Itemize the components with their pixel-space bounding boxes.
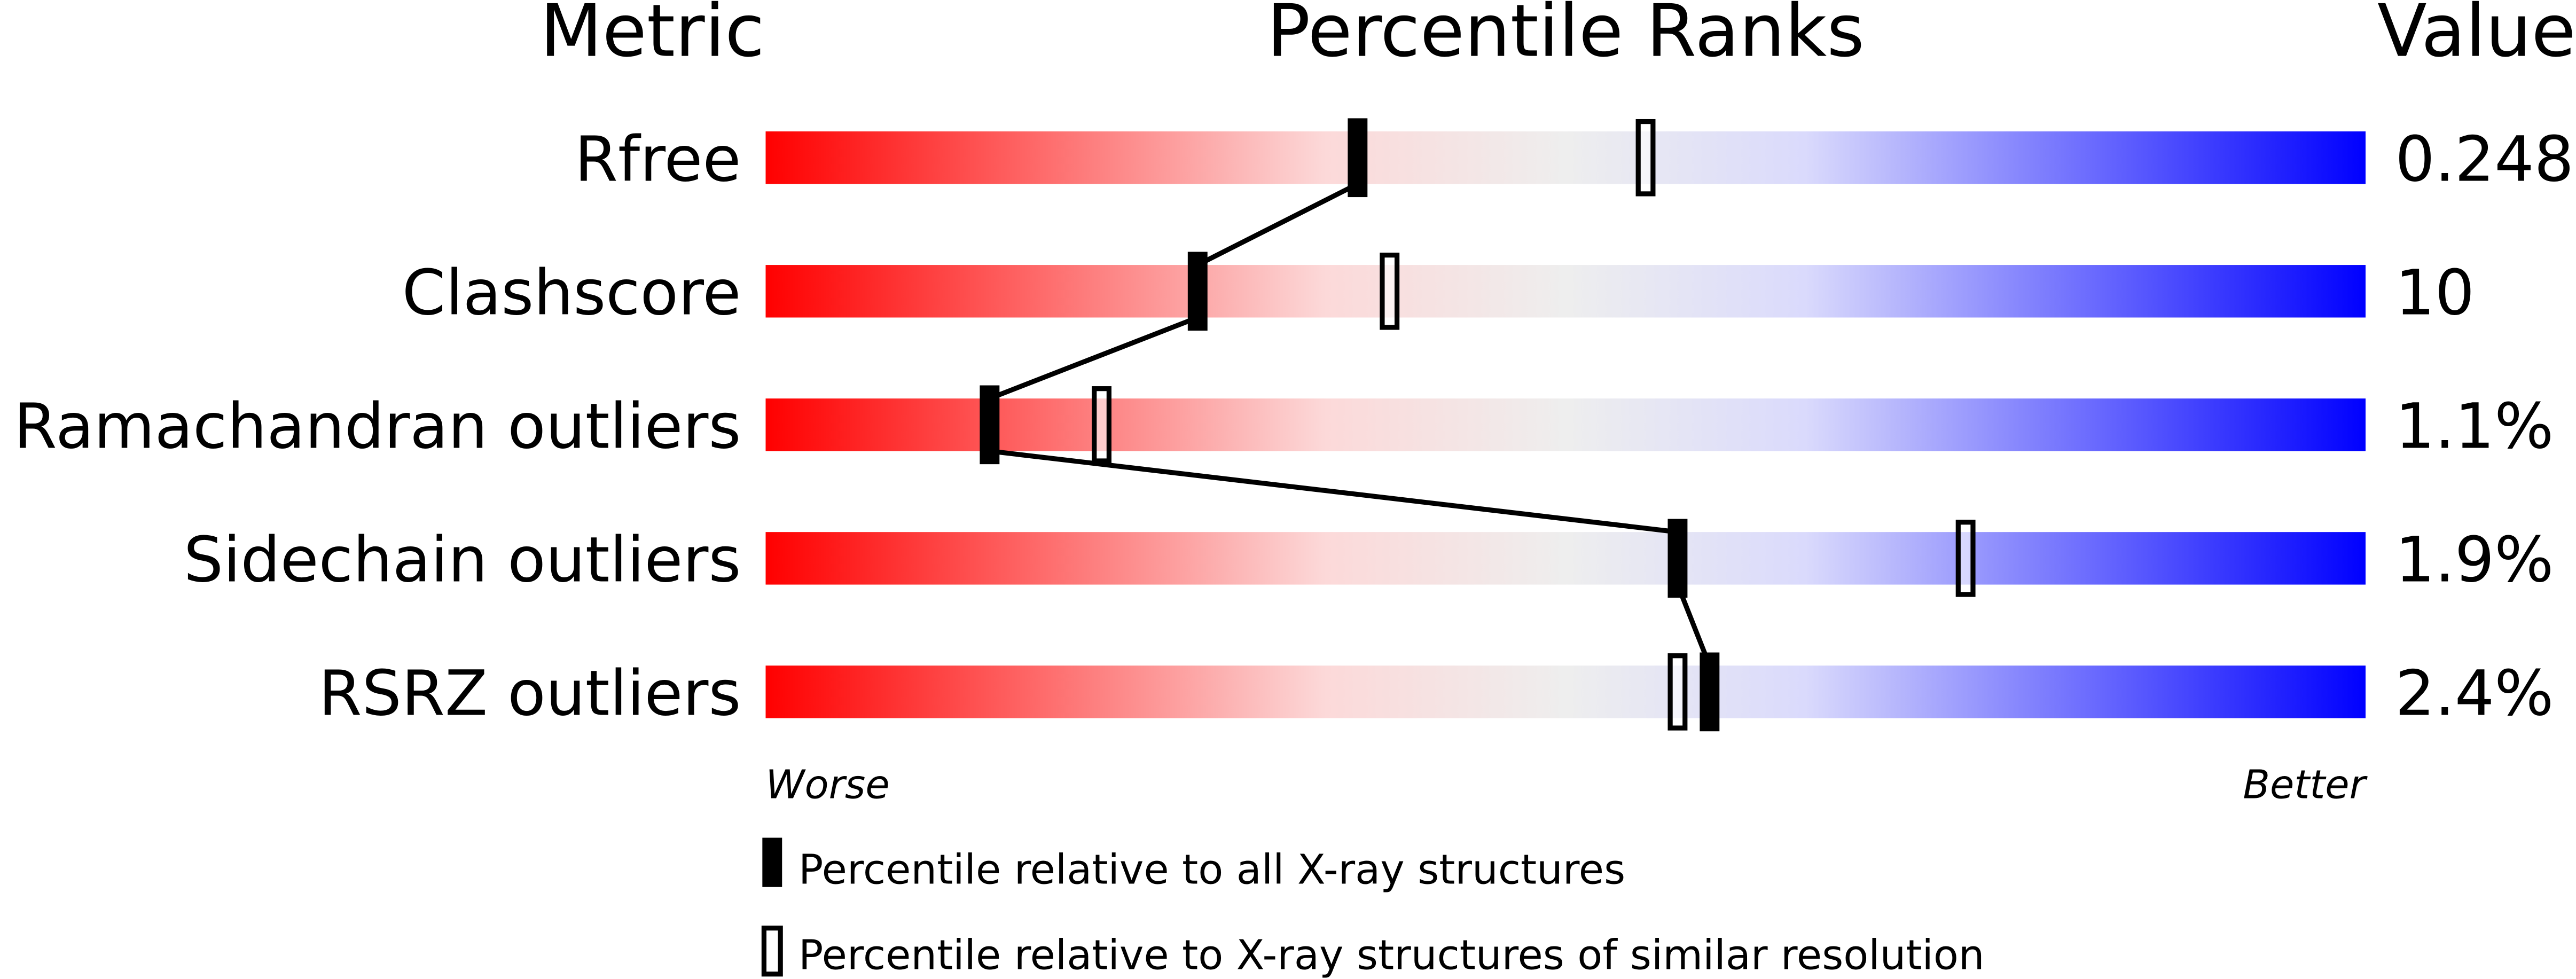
- marker-similar-clashscore: [1380, 253, 1400, 330]
- percentile-bar-rsrz-outliers: [765, 665, 2366, 718]
- legend-all-label: Percentile relative to all X-ray structu…: [798, 847, 1625, 894]
- header-metric: Metric: [540, 0, 765, 73]
- value-label-rsrz-outliers: 2.4%: [2395, 657, 2554, 730]
- connector-line: [989, 315, 1199, 401]
- marker-similar-rsrz-outliers: [1667, 653, 1688, 731]
- header-value: Value: [2377, 0, 2576, 73]
- header-percentile-ranks: Percentile Ranks: [1267, 0, 1865, 73]
- metric-label-sidechain-outliers: Sidechain outliers: [184, 523, 741, 596]
- value-label-sidechain-outliers: 1.9%: [2395, 523, 2554, 596]
- marker-similar-sidechain-outliers: [1955, 520, 1976, 597]
- legend-similar-label: Percentile relative to X-ray structures …: [798, 932, 1985, 979]
- metric-label-rfree: Rfree: [575, 123, 741, 195]
- marker-similar-rfree: [1635, 119, 1656, 197]
- marker-similar-ramachandran-outliers: [1092, 386, 1112, 464]
- metric-label-clashscore: Clashscore: [402, 256, 741, 329]
- marker-all-ramachandran-outliers: [980, 385, 1000, 465]
- connector-line: [989, 448, 1678, 535]
- percentile-bar-rfree: [765, 131, 2366, 184]
- legend-hollow-marker: [761, 926, 783, 977]
- marker-all-clashscore: [1187, 252, 1208, 331]
- marker-all-rsrz-outliers: [1700, 652, 1720, 732]
- metric-label-rsrz-outliers: RSRZ outliers: [318, 657, 741, 730]
- percentile-bar-sidechain-outliers: [765, 532, 2366, 585]
- connector-line: [1675, 583, 1712, 667]
- axis-worse-label: Worse: [765, 762, 889, 808]
- marker-all-sidechain-outliers: [1667, 519, 1688, 598]
- marker-all-rfree: [1348, 118, 1368, 198]
- metric-label-ramachandran-outliers: Ramachandran outliers: [13, 390, 741, 463]
- legend-filled-marker: [762, 837, 782, 887]
- value-label-rfree: 0.248: [2395, 123, 2574, 195]
- connector-line: [1196, 182, 1359, 268]
- percentile-bar-clashscore: [765, 265, 2366, 318]
- value-label-clashscore: 10: [2395, 256, 2475, 329]
- percentile-bar-ramachandran-outliers: [765, 398, 2366, 451]
- axis-better-label: Better: [2243, 762, 2368, 808]
- value-label-ramachandran-outliers: 1.1%: [2395, 390, 2554, 463]
